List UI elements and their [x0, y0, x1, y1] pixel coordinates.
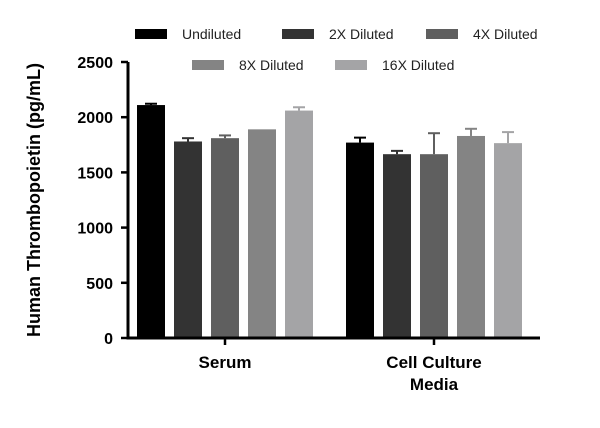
bar-serum-8x-diluted	[248, 129, 276, 338]
legend-label: 16X Diluted	[382, 57, 454, 73]
y-tick-label: 1500	[77, 165, 113, 182]
axes-group	[126, 62, 540, 340]
legend-swatch	[426, 29, 458, 39]
legend: Undiluted 2X Diluted 4X Diluted 8X Diluted 1…	[135, 26, 538, 73]
y-axis-title: Human Thrombopoietin (pg/mL)	[24, 63, 44, 337]
bar-serum-4x-diluted	[211, 138, 239, 338]
bar-cell-culture-media-4x-diluted	[420, 154, 448, 338]
legend-swatch	[192, 60, 224, 70]
x-category-label: Media	[410, 375, 459, 394]
y-tick-label: 0	[104, 331, 113, 348]
bar-cell-culture-media-16x-diluted	[494, 143, 522, 338]
bar-serum-undiluted	[137, 105, 165, 338]
legend-swatch	[135, 29, 167, 39]
bar-cell-culture-media-8x-diluted	[457, 135, 485, 338]
bar-serum-2x-diluted	[174, 141, 202, 338]
legend-label: 2X Diluted	[329, 26, 394, 42]
bar-cell-culture-media-undiluted	[346, 142, 374, 338]
legend-swatch	[282, 29, 314, 39]
y-tick-label: 2000	[77, 110, 113, 127]
x-category-label: Cell Culture	[386, 353, 481, 372]
x-category-label: Serum	[199, 353, 252, 372]
bars-group	[137, 102, 522, 339]
bar-serum-16x-diluted	[285, 110, 313, 339]
y-ticks: 0 500 1000 1500 2000 2500	[77, 55, 128, 348]
legend-swatch	[335, 60, 367, 70]
legend-label: 4X Diluted	[473, 26, 538, 42]
bar-cell-culture-media-2x-diluted	[383, 154, 411, 338]
legend-label: 8X Diluted	[239, 57, 304, 73]
y-tick-label: 1000	[77, 221, 113, 238]
y-tick-label: 2500	[77, 55, 113, 72]
legend-label: Undiluted	[182, 26, 241, 42]
x-category-labels: Serum Cell Culture Media	[199, 338, 482, 394]
y-tick-label: 500	[86, 276, 113, 293]
